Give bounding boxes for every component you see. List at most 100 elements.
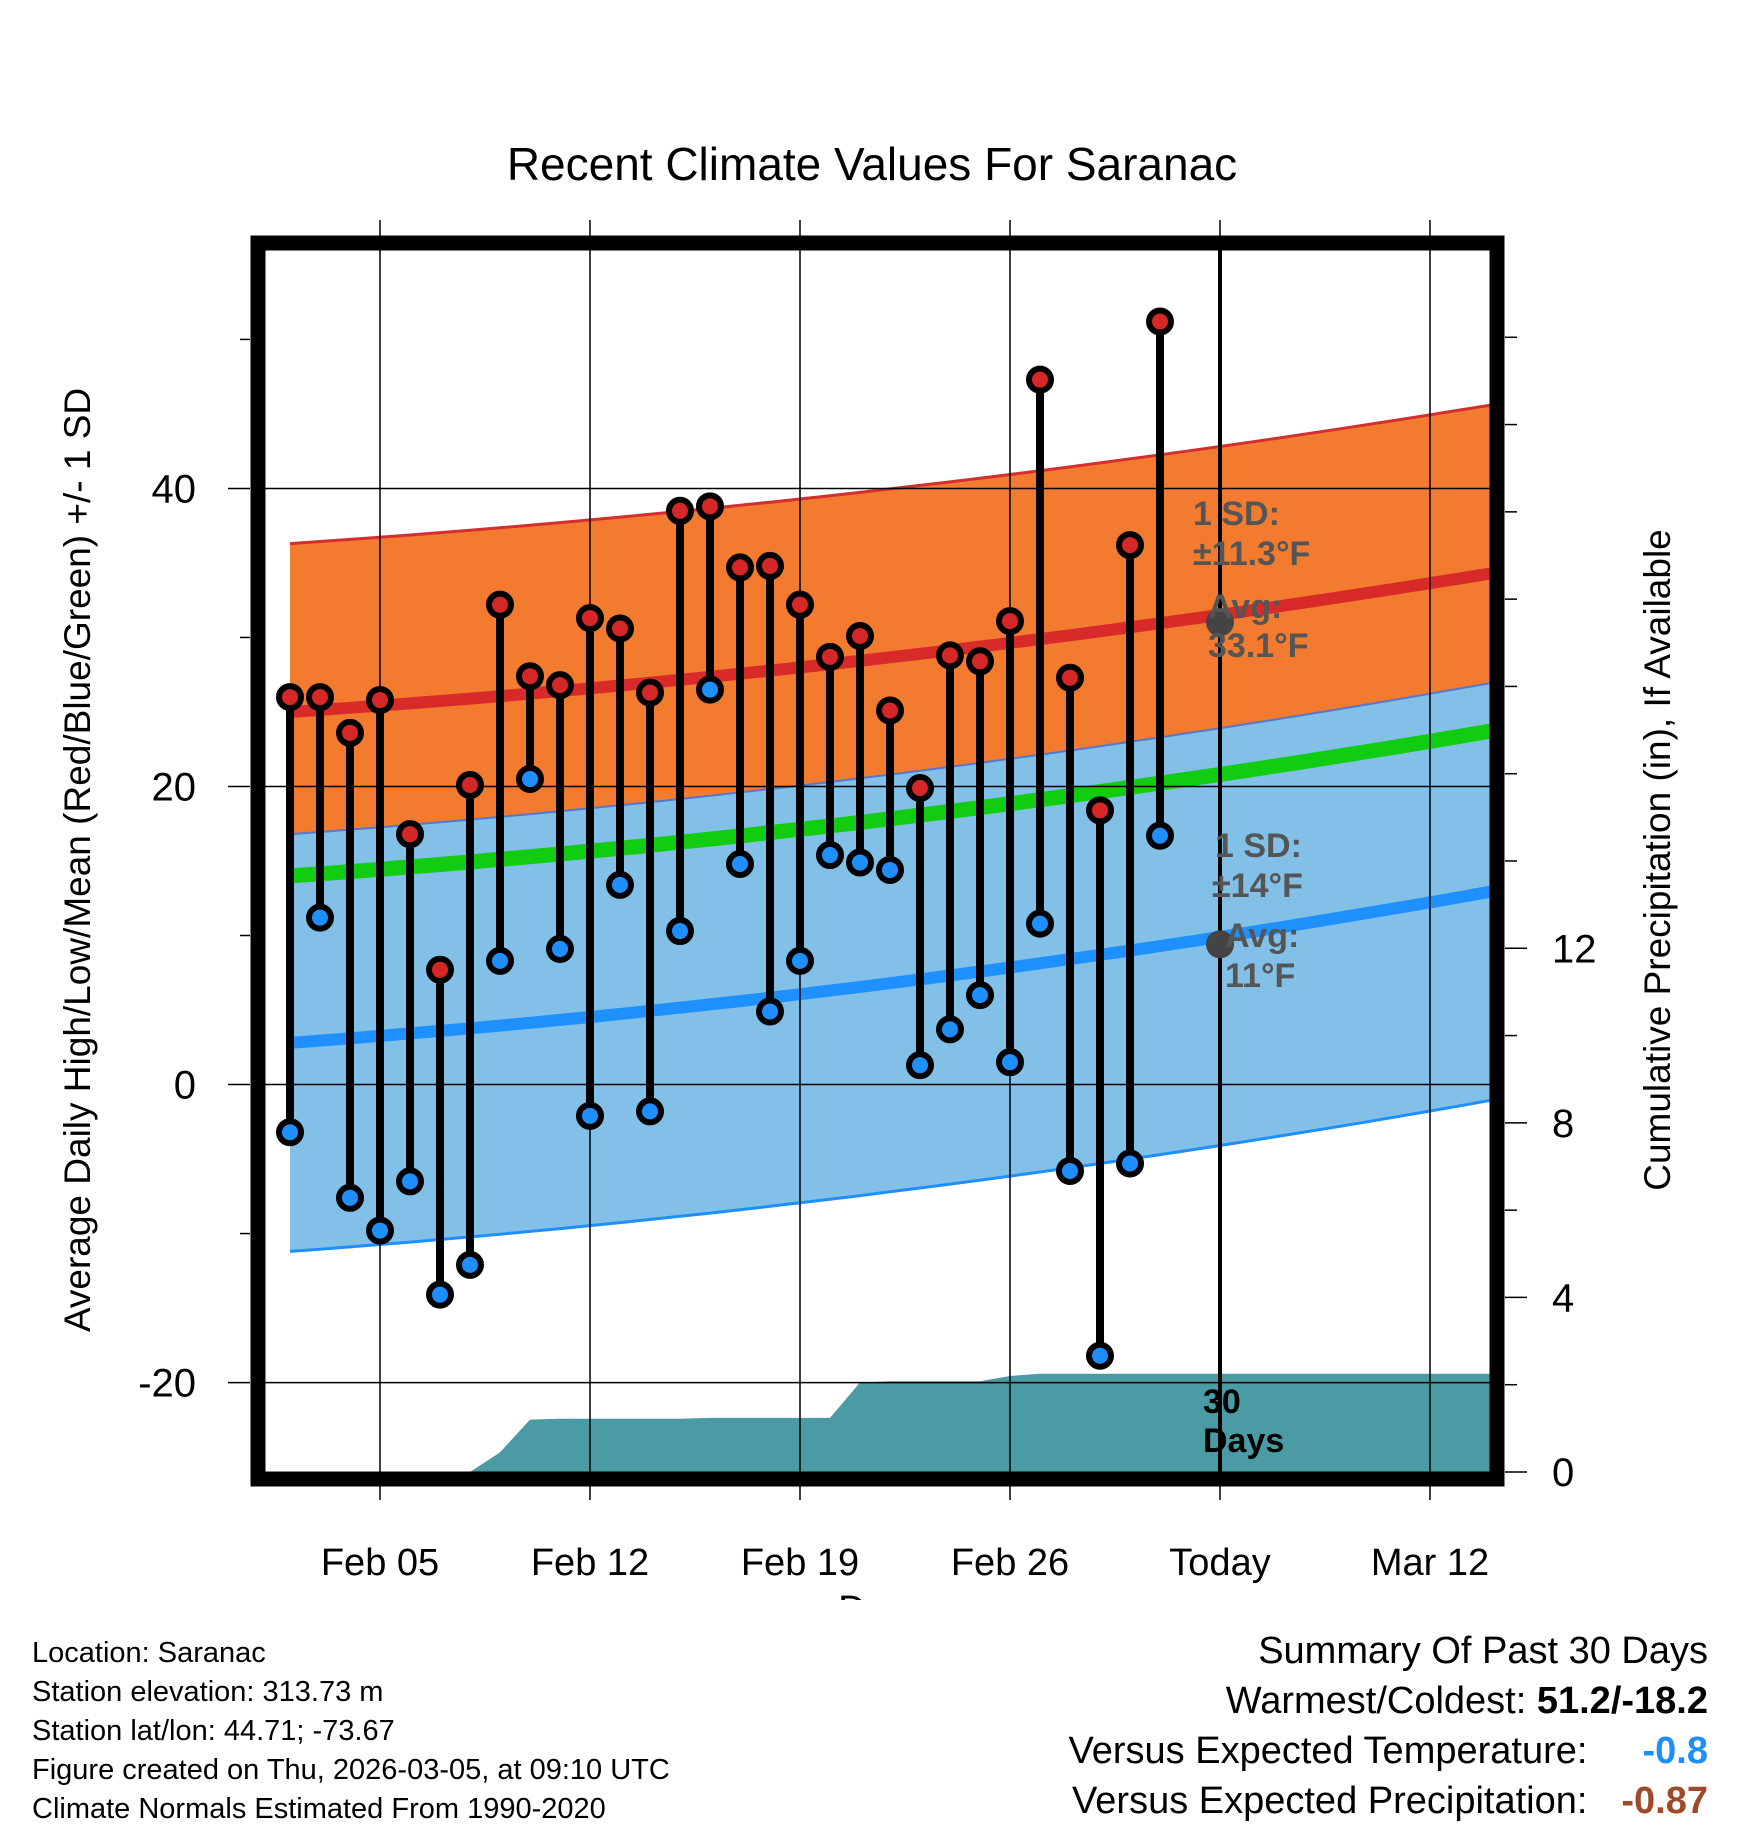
high-point xyxy=(1116,531,1144,560)
low-point xyxy=(846,848,874,877)
high-avg-label: Avg: xyxy=(1208,588,1282,626)
high-point xyxy=(816,642,844,671)
y-tick-label: 20 xyxy=(152,765,197,809)
low-point xyxy=(786,946,814,975)
normal-low-line xyxy=(289,885,1490,1049)
y2-tick-label: 0 xyxy=(1552,1451,1574,1495)
precip-area xyxy=(290,1373,1490,1472)
station-info: Location: Saranac Station elevation: 313… xyxy=(32,1634,670,1829)
normal-mean-line xyxy=(289,723,1490,884)
precip-value: -0.87 xyxy=(1621,1780,1708,1822)
high-point xyxy=(846,621,874,650)
y-tick-label: -20 xyxy=(138,1362,196,1406)
low-point xyxy=(1026,909,1054,938)
precip-row: Versus Expected Precipitation: -0.87 xyxy=(1069,1776,1708,1826)
normal-high-line xyxy=(289,567,1490,718)
location-text: Location: Saranac xyxy=(32,1637,266,1669)
high-sd-value: ±11.3°F xyxy=(1193,535,1310,573)
y-tick-label: 0 xyxy=(174,1064,196,1108)
high-point xyxy=(726,553,754,582)
high-point xyxy=(366,686,394,715)
high-point xyxy=(456,770,484,799)
warm-cold-row: Warmest/Coldest: 51.2/-18.2 xyxy=(1069,1676,1708,1726)
high-point xyxy=(876,696,904,725)
low-point xyxy=(606,870,634,899)
high-point xyxy=(756,551,784,580)
high-point xyxy=(396,820,424,849)
summary-panel: Summary Of Past 30 Days Warmest/Coldest:… xyxy=(1069,1626,1708,1826)
high-point xyxy=(276,683,304,712)
high-point xyxy=(1056,663,1084,692)
plot-frame xyxy=(250,235,1505,1487)
low-point xyxy=(546,934,574,963)
low-avg-label: Avg: xyxy=(1225,917,1299,955)
low-point xyxy=(276,1118,304,1147)
window-days-number: 30 xyxy=(1203,1383,1241,1421)
y2-tick-label: 12 xyxy=(1552,927,1597,971)
high-point xyxy=(426,955,454,984)
high-sd-upper-edge xyxy=(289,403,1490,546)
window-days-label: Days xyxy=(1203,1422,1284,1460)
temp-value: -0.8 xyxy=(1642,1730,1708,1772)
low-point xyxy=(1146,821,1174,850)
high-point xyxy=(546,671,574,700)
high-point xyxy=(996,607,1024,636)
high-point xyxy=(606,614,634,643)
low-point xyxy=(426,1280,454,1309)
low-sd-upper-edge xyxy=(289,682,1490,836)
high-point xyxy=(936,641,964,670)
warm-cold-label: Warmest/Coldest: xyxy=(1225,1680,1527,1722)
low-point xyxy=(966,981,994,1010)
low-point xyxy=(456,1250,484,1279)
low-point xyxy=(876,855,904,884)
low-sd-label: 1 SD: xyxy=(1215,827,1302,865)
high-point xyxy=(486,590,514,619)
y2-axis-label: Cumulative Precipitation (in), If Availa… xyxy=(1637,529,1678,1191)
low-point xyxy=(936,1015,964,1044)
summary-heading: Summary Of Past 30 Days xyxy=(1258,1630,1708,1672)
low-sd-lower-edge xyxy=(289,1098,1490,1253)
high-point xyxy=(1146,307,1174,336)
x-tick-label: Feb 19 xyxy=(741,1542,859,1584)
low-point xyxy=(636,1097,664,1126)
low-point xyxy=(906,1051,934,1080)
low-point xyxy=(696,675,724,704)
low-point xyxy=(1086,1341,1114,1370)
high-point xyxy=(336,718,364,747)
high-point xyxy=(516,662,544,691)
plot-area xyxy=(289,403,1490,1472)
high-point xyxy=(636,678,664,707)
high-point xyxy=(786,590,814,619)
low-point xyxy=(336,1183,364,1212)
low-sd-value: ±14°F xyxy=(1212,867,1303,905)
axes: Feb 05 Feb 12 Feb 19 Feb 26 Today Mar 12 -20 0 2… xyxy=(138,220,1597,1584)
latlon-text: Station lat/lon: 44.71; -73.67 xyxy=(32,1715,395,1747)
temp-row: Versus Expected Temperature: -0.8 xyxy=(1069,1726,1708,1776)
temp-label: Versus Expected Temperature: xyxy=(1068,1730,1588,1772)
low-point xyxy=(1056,1156,1084,1185)
y-tick-label: 40 xyxy=(152,467,197,511)
precip-label: Versus Expected Precipitation: xyxy=(1072,1780,1588,1822)
low-point xyxy=(1116,1149,1144,1178)
low-point xyxy=(306,903,334,932)
high-sd-label: 1 SD: xyxy=(1193,495,1280,533)
x-tick-label: Feb 12 xyxy=(531,1542,649,1584)
y-axis-label: Average Daily High/Low/Mean (Red/Blue/Gr… xyxy=(57,388,98,1332)
chart-title: Recent Climate Values For Saranac xyxy=(507,138,1237,190)
x-tick-label: Feb 26 xyxy=(951,1542,1069,1584)
high-point xyxy=(966,647,994,676)
low-point xyxy=(726,849,754,878)
y2-tick-label: 8 xyxy=(1552,1102,1574,1146)
x-axis-label: Day xyxy=(838,1589,906,1600)
x-tick-label: Feb 05 xyxy=(321,1542,439,1584)
low-point xyxy=(756,997,784,1026)
low-avg-marker xyxy=(1206,930,1234,959)
high-point xyxy=(666,496,694,525)
low-point xyxy=(366,1216,394,1245)
y2-tick-label: 4 xyxy=(1552,1276,1574,1320)
high-point xyxy=(1026,365,1054,394)
high-point xyxy=(906,773,934,802)
elevation-text: Station elevation: 313.73 m xyxy=(32,1676,384,1708)
low-point xyxy=(996,1048,1024,1077)
